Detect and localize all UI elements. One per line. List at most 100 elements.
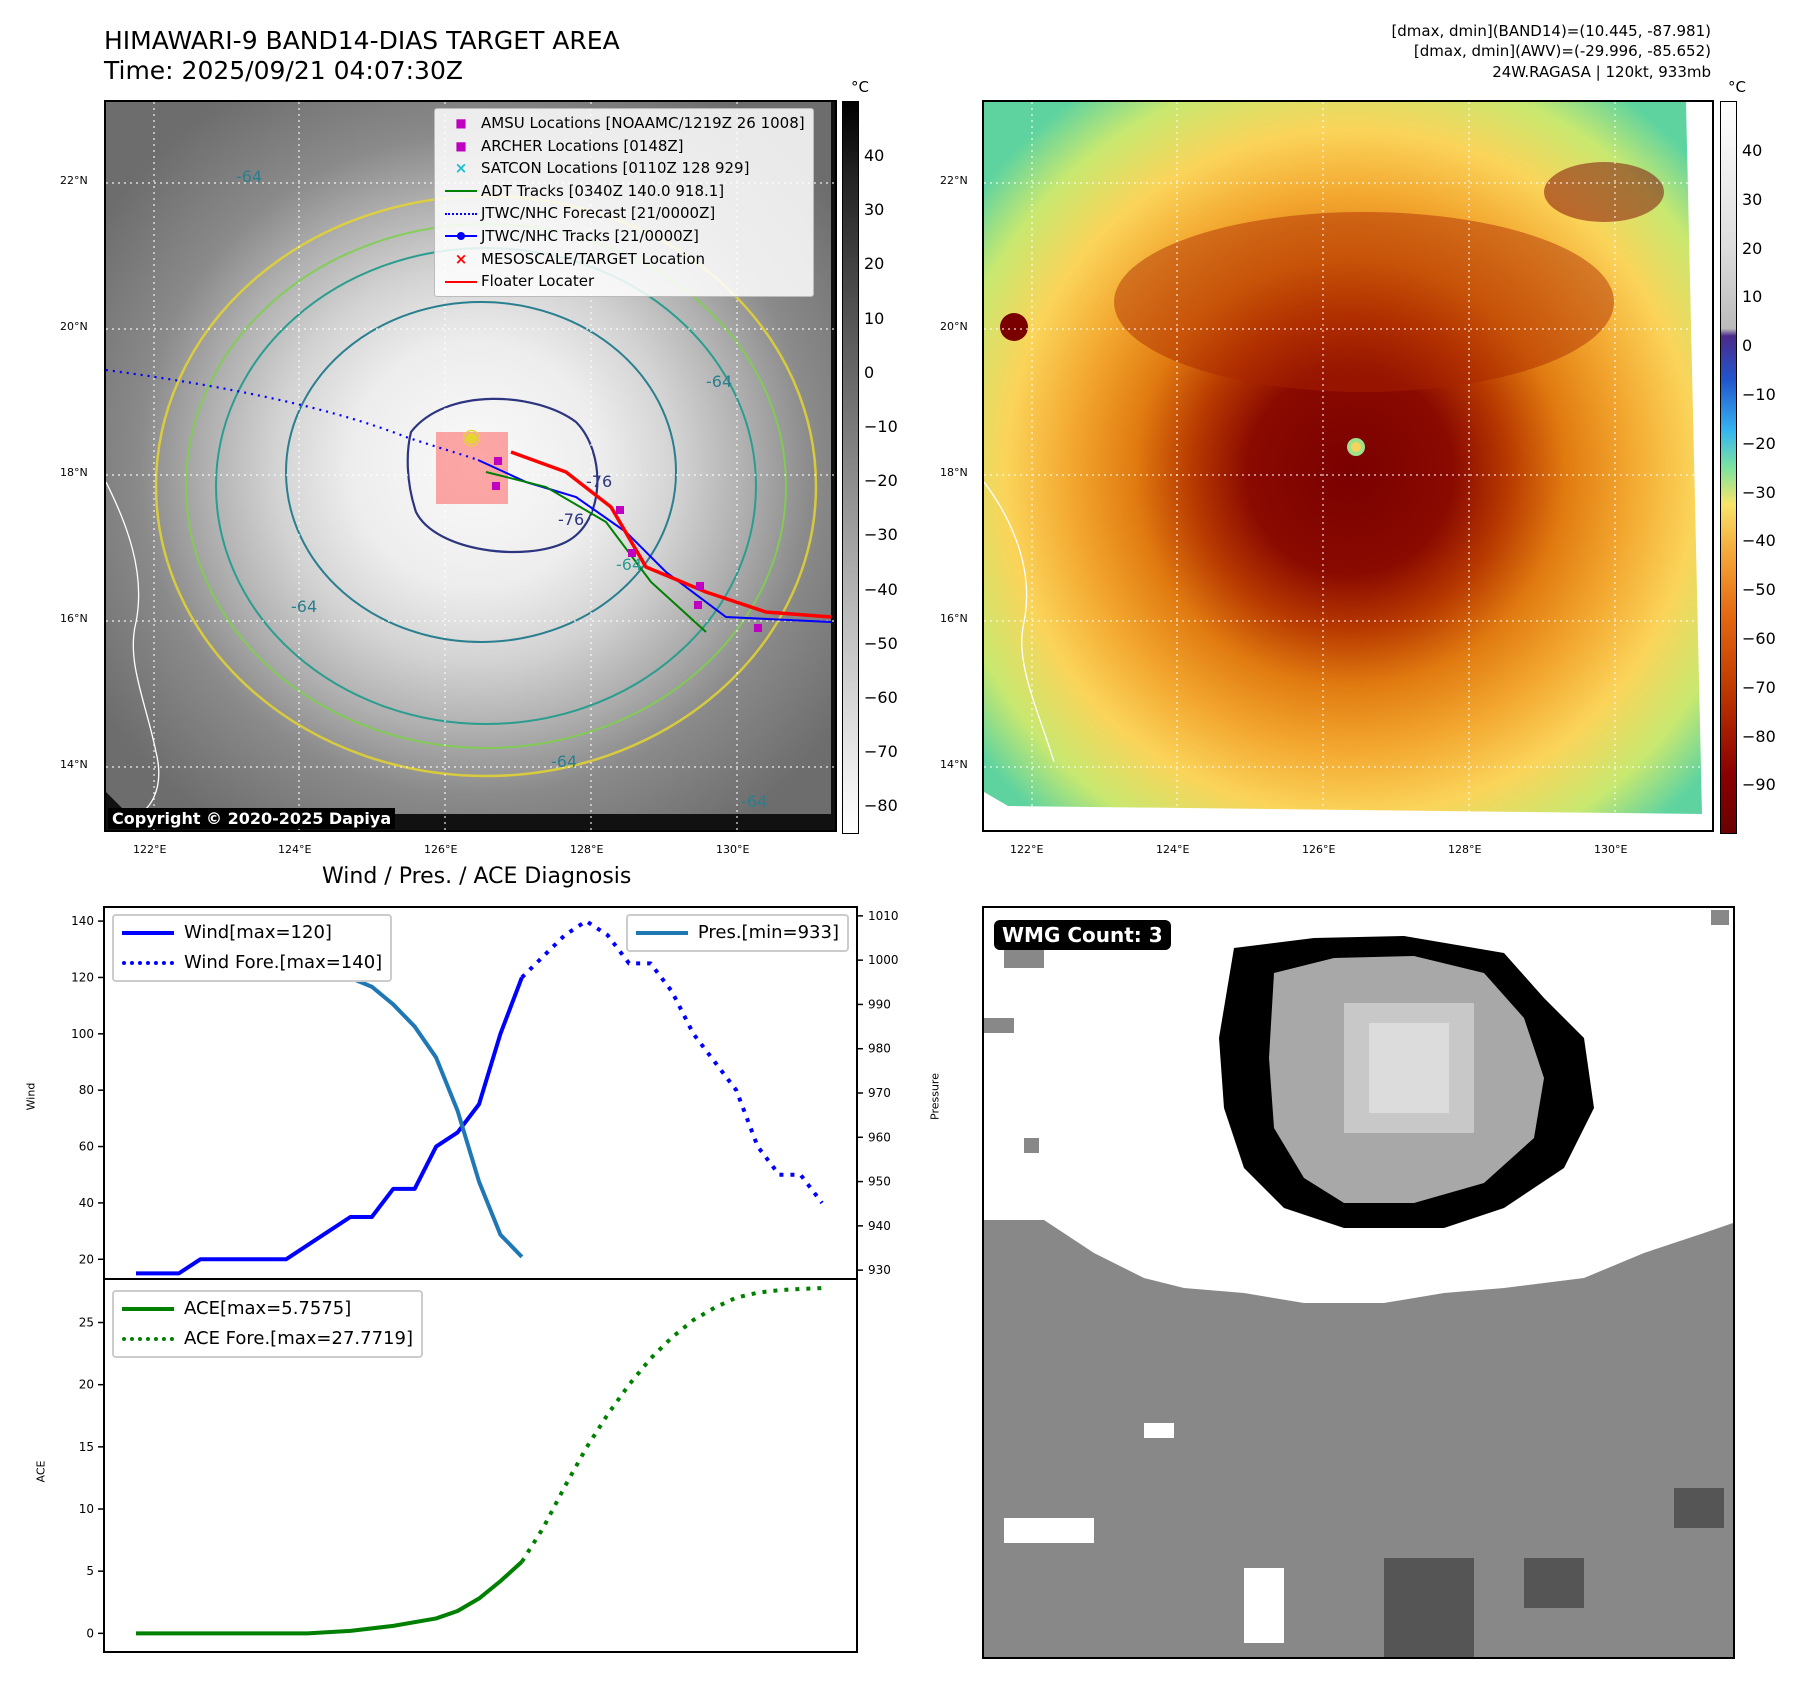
- colorbar-tick: −80: [864, 796, 898, 816]
- y-tick-label: 60: [79, 1140, 94, 1154]
- y-tick-label: 950: [868, 1175, 891, 1189]
- colorbar-tick: −60: [864, 688, 898, 707]
- lon-label: 128°E: [570, 843, 604, 856]
- lon-label: 126°E: [1302, 843, 1336, 856]
- y-tick-label: 15: [79, 1440, 94, 1454]
- colorbar-tick: 40: [864, 146, 885, 165]
- lat-label: 16°N: [940, 612, 968, 625]
- y-tick-label: 20: [79, 1378, 94, 1392]
- legend-item-floater: Floater Locater: [441, 270, 805, 293]
- wmg-hole: [1144, 1423, 1174, 1438]
- colorbar-tick: −90: [1742, 775, 1776, 795]
- wmg-dark-patch: [1524, 1558, 1584, 1608]
- contour-label: -64: [706, 372, 732, 391]
- lat-label: 20°N: [940, 320, 968, 333]
- diagnosis-title: Wind / Pres. / ACE Diagnosis: [322, 864, 632, 889]
- colorbar-tick: −30: [864, 525, 898, 545]
- y-tick-label: 40: [79, 1196, 94, 1210]
- square-icon: ■: [455, 138, 467, 153]
- legend-item-pressure: Pres.[min=933]: [635, 918, 839, 948]
- lon-label: 128°E: [1448, 843, 1482, 856]
- color-imagery: [984, 102, 1702, 814]
- wmg-speck: [1024, 1138, 1039, 1153]
- colorbar-tick: 10: [1742, 287, 1763, 307]
- outer-band: [1114, 212, 1614, 392]
- contour-label: -64: [741, 792, 767, 811]
- diagnosis-chart-svg: 2040608010012014093094095096097098099010…: [71, 906, 899, 1653]
- contour-label: -64: [551, 752, 577, 771]
- colorbar-tick: 20: [864, 254, 885, 274]
- colorbar-tick: −30: [1742, 482, 1776, 502]
- convection-cell: [1000, 313, 1028, 341]
- dot-line-icon: [441, 225, 481, 248]
- wind-axis-label: Wind: [24, 1082, 38, 1111]
- legend-item-archer: ■ ARCHER Locations [0148Z]: [441, 135, 805, 158]
- colorbar-tick: −20: [1742, 433, 1776, 453]
- lat-label: 14°N: [60, 758, 88, 771]
- color-map-svg: [984, 102, 1712, 830]
- pressure-legend: Pres.[min=933]: [625, 914, 849, 952]
- lon-label: 122°E: [133, 843, 167, 856]
- colorbar-tick: −60: [1742, 629, 1776, 648]
- colorbar-tick: −40: [864, 579, 898, 599]
- y-tick-label: 970: [868, 1086, 891, 1100]
- y-tick-label: 930: [868, 1263, 891, 1277]
- wmg-region-gray: [984, 1220, 1733, 1657]
- contour-label: -76: [586, 472, 612, 491]
- colorbar-tick: 10: [864, 308, 885, 328]
- y-tick-label: 990: [868, 997, 891, 1011]
- wmg-svg: [984, 910, 1733, 1657]
- info-line3: 24W.RAGASA | 120kt, 933mb: [1492, 63, 1711, 81]
- colorbar-unit: °C: [1728, 78, 1746, 96]
- legend-item-ace: ACE[max=5.7575]: [122, 1294, 413, 1324]
- legend-item-wind-forecast: Wind Fore.[max=140]: [122, 948, 382, 978]
- colorbar-tick: 0: [864, 362, 875, 382]
- figure-title-line2: Time: 2025/09/21 04:07:30Z: [104, 56, 463, 85]
- y-tick-label: 1000: [868, 953, 899, 967]
- wmg-eye-core: [1369, 1023, 1449, 1113]
- convection-cell: [1544, 162, 1664, 222]
- colorbar-tick: −20: [864, 471, 898, 491]
- colorbar-tick: 30: [864, 200, 885, 220]
- contour-label: -76: [558, 510, 584, 529]
- contour-label: -64: [616, 555, 642, 574]
- info-line2: [dmax, dmin](AWV)=(-29.996, -85.652): [1413, 42, 1711, 60]
- wind-legend: Wind[max=120] Wind Fore.[max=140]: [112, 914, 393, 982]
- wmg-hole: [1004, 1518, 1094, 1543]
- eye-core: [1351, 442, 1361, 452]
- legend-item-ace-forecast: ACE Fore.[max=27.7719]: [122, 1324, 413, 1354]
- lon-label: 130°E: [1594, 843, 1628, 856]
- y-tick-label: 120: [71, 970, 94, 984]
- line-icon: [441, 270, 481, 293]
- figure-title-line1: HIMAWARI-9 BAND14-DIAS TARGET AREA: [104, 26, 620, 55]
- map-legend: ■ AMSU Locations [NOAAMC/1219Z 26 1008] ■…: [434, 108, 814, 297]
- copyright-label: Copyright © 2020-2025 Dapiya: [108, 808, 396, 829]
- lat-label: 22°N: [60, 174, 88, 187]
- line-icon: [441, 180, 481, 203]
- legend-item-satcon: × SATCON Locations [0110Z 128 929]: [441, 157, 805, 180]
- lon-label: 126°E: [424, 843, 458, 856]
- lon-label: 122°E: [1010, 843, 1044, 856]
- y-tick-label: 1010: [868, 909, 899, 923]
- colorbar-tick: −50: [1742, 580, 1776, 600]
- y-tick-label: 10: [79, 1502, 94, 1516]
- ace-legend: ACE[max=5.7575] ACE Fore.[max=27.7719]: [112, 1290, 423, 1358]
- colorbar-tick: −40: [1742, 531, 1776, 551]
- legend-item-amsu: ■ AMSU Locations [NOAAMC/1219Z 26 1008]: [441, 112, 804, 135]
- coastline: [984, 481, 1055, 763]
- legend-item-mesoscale: × MESOSCALE/TARGET Location: [441, 248, 805, 271]
- ace-axes: [103, 1278, 858, 1653]
- ir-map-panel: ◉ -64 -64 -64 -64 -76 -76 -64 -64 ■ AMSU …: [104, 100, 837, 832]
- wmg-panel: WMG Count: 3: [982, 906, 1735, 1659]
- lat-label: 18°N: [940, 466, 968, 479]
- legend-item-jtwc-track: JTWC/NHC Tracks [21/0000Z]: [441, 225, 805, 248]
- lon-label: 124°E: [278, 843, 312, 856]
- lat-label: 16°N: [60, 612, 88, 625]
- square-icon: ■: [455, 116, 467, 130]
- contour-teal-inner: [285, 301, 677, 643]
- lat-label: 18°N: [60, 466, 88, 479]
- contour-navy: [406, 397, 599, 554]
- y-tick-label: 25: [79, 1316, 94, 1330]
- colorbar-tick: 30: [1742, 189, 1763, 209]
- wmg-speck: [1711, 910, 1729, 925]
